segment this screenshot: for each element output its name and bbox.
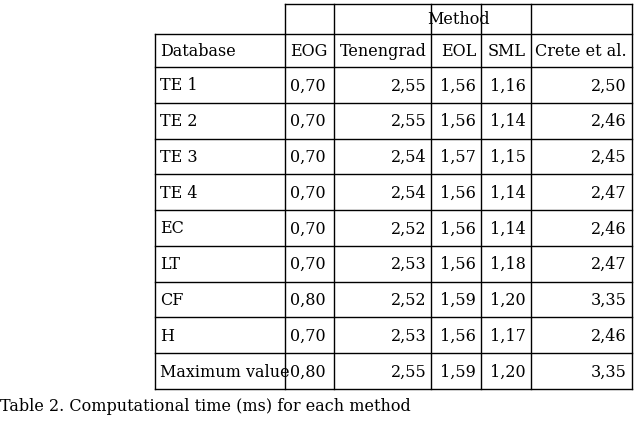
- Text: 2,45: 2,45: [591, 149, 627, 166]
- Text: EOL: EOL: [441, 43, 476, 60]
- Text: TE 2: TE 2: [160, 113, 198, 130]
- Text: 2,52: 2,52: [390, 291, 426, 308]
- Text: TE 3: TE 3: [160, 149, 198, 166]
- Text: Method: Method: [427, 12, 490, 29]
- Text: Maximum value: Maximum value: [160, 363, 290, 380]
- Text: LT: LT: [160, 256, 180, 273]
- Text: 1,14: 1,14: [490, 184, 525, 201]
- Text: 1,20: 1,20: [490, 291, 525, 308]
- Text: 2,54: 2,54: [390, 184, 426, 201]
- Text: 1,56: 1,56: [440, 327, 476, 344]
- Text: 2,53: 2,53: [390, 256, 426, 273]
- Text: EOG: EOG: [290, 43, 327, 60]
- Text: 1,15: 1,15: [490, 149, 525, 166]
- Text: 2,46: 2,46: [591, 220, 627, 237]
- Text: TE 1: TE 1: [160, 77, 198, 94]
- Text: EC: EC: [160, 220, 184, 237]
- Text: 1,59: 1,59: [440, 291, 476, 308]
- Text: 1,57: 1,57: [440, 149, 476, 166]
- Text: 1,56: 1,56: [440, 220, 476, 237]
- Text: 1,14: 1,14: [490, 220, 525, 237]
- Text: 3,35: 3,35: [591, 363, 627, 380]
- Text: H: H: [160, 327, 174, 344]
- Text: 2,47: 2,47: [591, 184, 627, 201]
- Text: 1,56: 1,56: [440, 184, 476, 201]
- Text: Table 2. Computational time (ms) for each method: Table 2. Computational time (ms) for eac…: [0, 397, 411, 414]
- Text: 3,35: 3,35: [591, 291, 627, 308]
- Text: 1,16: 1,16: [490, 77, 525, 94]
- Text: 0,70: 0,70: [290, 220, 325, 237]
- Text: 0,70: 0,70: [290, 327, 325, 344]
- Text: 1,20: 1,20: [490, 363, 525, 380]
- Text: 0,80: 0,80: [290, 363, 325, 380]
- Text: 0,70: 0,70: [290, 113, 325, 130]
- Text: 1,56: 1,56: [440, 77, 476, 94]
- Text: 2,46: 2,46: [591, 113, 627, 130]
- Text: CF: CF: [160, 291, 184, 308]
- Text: 2,53: 2,53: [390, 327, 426, 344]
- Text: 1,59: 1,59: [440, 363, 476, 380]
- Text: 2,55: 2,55: [390, 77, 426, 94]
- Text: 0,70: 0,70: [290, 184, 325, 201]
- Text: 2,55: 2,55: [390, 363, 426, 380]
- Text: 0,70: 0,70: [290, 256, 325, 273]
- Text: 2,46: 2,46: [591, 327, 627, 344]
- Text: 2,55: 2,55: [390, 113, 426, 130]
- Text: 0,70: 0,70: [290, 149, 325, 166]
- Text: 1,14: 1,14: [490, 113, 525, 130]
- Text: SML: SML: [488, 43, 525, 60]
- Text: 1,56: 1,56: [440, 256, 476, 273]
- Text: 2,50: 2,50: [591, 77, 627, 94]
- Text: 2,52: 2,52: [390, 220, 426, 237]
- Text: TE 4: TE 4: [160, 184, 198, 201]
- Text: 2,47: 2,47: [591, 256, 627, 273]
- Text: Crete et al.: Crete et al.: [536, 43, 627, 60]
- Text: 0,80: 0,80: [290, 291, 325, 308]
- Text: 1,18: 1,18: [490, 256, 525, 273]
- Text: 0,70: 0,70: [290, 77, 325, 94]
- Text: 1,56: 1,56: [440, 113, 476, 130]
- Text: Database: Database: [160, 43, 236, 60]
- Text: Tenengrad: Tenengrad: [339, 43, 426, 60]
- Text: 1,17: 1,17: [490, 327, 525, 344]
- Text: 2,54: 2,54: [390, 149, 426, 166]
